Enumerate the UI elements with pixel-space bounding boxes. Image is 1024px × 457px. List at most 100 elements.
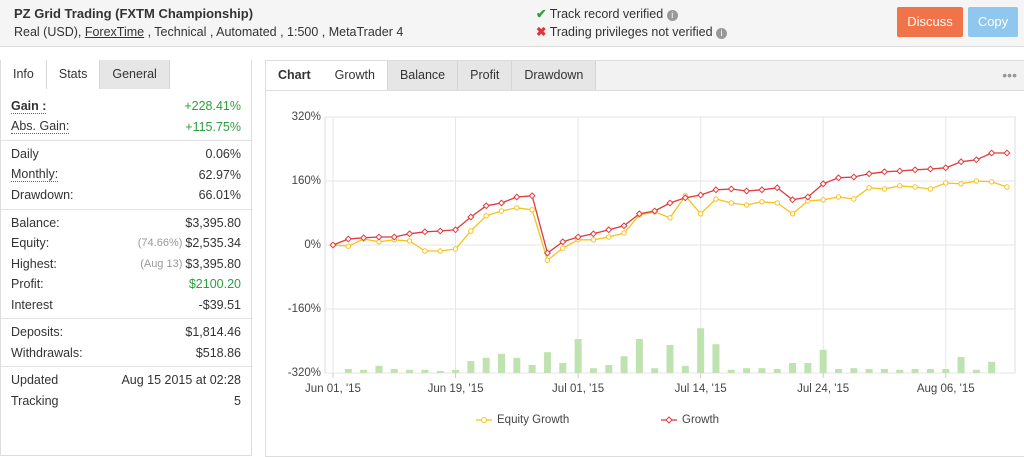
- point: [513, 193, 521, 201]
- stat-row: Interest -$39.51: [1, 295, 251, 316]
- stat-row: Tracking 5: [1, 391, 251, 412]
- not-verified-text: Trading privileges not verified: [549, 25, 713, 39]
- point: [773, 184, 781, 192]
- point: [436, 227, 444, 235]
- point: [437, 248, 443, 254]
- point: [483, 213, 489, 219]
- point: [468, 228, 474, 234]
- tab[interactable]: Profit: [458, 61, 513, 90]
- point: [896, 167, 904, 175]
- tab[interactable]: Stats: [46, 60, 101, 89]
- discuss-button[interactable]: Discuss: [897, 7, 963, 37]
- point: [329, 241, 337, 249]
- bar: [804, 363, 812, 373]
- stat-label-wrap: Monthly:: [11, 165, 199, 186]
- point: [972, 156, 980, 164]
- tab[interactable]: Balance: [387, 61, 459, 90]
- stat-label: Balance:: [11, 215, 60, 230]
- point: [804, 193, 812, 201]
- legend-marker: [481, 417, 487, 423]
- point: [1003, 149, 1011, 157]
- not-verified: ✖ Trading privileges not verified i: [536, 24, 728, 39]
- tab[interactable]: Drawdown: [512, 61, 597, 90]
- point: [620, 222, 628, 230]
- point: [482, 202, 490, 210]
- broker-link[interactable]: ForexTime: [84, 25, 145, 39]
- point: [819, 180, 827, 188]
- verified-text: Track record verified: [549, 7, 664, 21]
- stat-label: Profit:: [11, 277, 44, 291]
- bar: [712, 344, 720, 373]
- stat-label-wrap: Profit:: [11, 274, 189, 295]
- point: [498, 208, 505, 214]
- verified: ✔ Track record verified i: [536, 6, 678, 21]
- stat-row: Profit: $2100.20: [1, 274, 251, 295]
- bar: [482, 357, 490, 373]
- x-tick-label: Jun 01, '15: [305, 383, 361, 395]
- title: PZ Grid Trading (FXTM Championship): [14, 6, 254, 21]
- point: [375, 233, 383, 241]
- y-tick-label: 320%: [292, 111, 321, 123]
- copy-button[interactable]: Copy: [968, 7, 1018, 37]
- point: [559, 238, 567, 246]
- x-tick-label: Aug 06, '15: [917, 383, 975, 395]
- stat-note: (Aug 13): [140, 257, 183, 270]
- subtitle: Real (USD), ForexTime , Technical , Auto…: [14, 25, 403, 39]
- left-tabs: Info Stats General: [1, 60, 251, 89]
- point: [759, 199, 765, 205]
- stat-row: Balance: $3,395.80: [1, 213, 251, 234]
- point: [406, 238, 413, 244]
- point: [621, 230, 627, 236]
- bar: [513, 357, 521, 373]
- stat-value: +115.75%: [185, 119, 241, 134]
- point: [865, 170, 873, 178]
- point: [835, 194, 842, 200]
- stat-row: Highest: (Aug 13) $3,395.80: [1, 254, 251, 275]
- tab[interactable]: Growth: [322, 61, 388, 90]
- y-tick-label: 160%: [292, 175, 321, 187]
- bar: [528, 365, 536, 373]
- point: [881, 186, 888, 192]
- bar: [666, 345, 674, 373]
- stat-value: Aug 15 2015 at 02:28: [121, 373, 241, 387]
- point: [758, 186, 766, 194]
- bar: [681, 365, 689, 373]
- point: [911, 166, 919, 174]
- bar: [957, 357, 965, 373]
- point: [528, 192, 536, 200]
- stat-row: Gain : +228.41%: [1, 96, 251, 117]
- tab[interactable]: General: [100, 60, 170, 89]
- point: [880, 168, 888, 176]
- stat-value: $518.86: [195, 345, 241, 360]
- stat-label: Drawdown:: [11, 188, 74, 202]
- chart-label: Chart: [266, 61, 323, 90]
- point: [926, 165, 934, 173]
- bar: [635, 339, 643, 373]
- bar: [574, 339, 582, 373]
- chart-panel: Chart Growth Balance Profit Drawdown ••• -32…: [265, 60, 1024, 457]
- stat-label-wrap: Balance:: [11, 213, 185, 234]
- x-tick-label: Jul 14, '15: [675, 383, 727, 395]
- stat-label: Abs. Gain:: [11, 119, 70, 135]
- menu-icon[interactable]: •••: [1002, 67, 1017, 83]
- stats-group: Daily 0.06% Monthly: 62.97% Drawdown: 66.01%: [1, 140, 251, 209]
- stat-label-wrap: Gain :: [11, 96, 184, 117]
- y-tick-label: -320%: [288, 367, 321, 379]
- point: [912, 184, 918, 190]
- point: [820, 197, 826, 203]
- stat-value: 5: [234, 393, 241, 408]
- point: [422, 248, 428, 254]
- point: [774, 200, 780, 206]
- bar: [452, 369, 460, 373]
- point: [957, 158, 965, 166]
- stat-row: Drawdown: 66.01%: [1, 185, 251, 206]
- chart: -320% -160% 0% 160% 320% Jun 01, '15 Jun 19, '…: [288, 111, 1016, 426]
- x-tick-label: Jul 24, '15: [797, 383, 849, 395]
- bar: [773, 369, 781, 373]
- point: [789, 211, 796, 217]
- bar: [972, 369, 980, 373]
- point: [713, 196, 719, 202]
- bar: [911, 369, 919, 373]
- stat-label-wrap: Drawdown:: [11, 185, 199, 206]
- tab[interactable]: Info: [1, 60, 47, 89]
